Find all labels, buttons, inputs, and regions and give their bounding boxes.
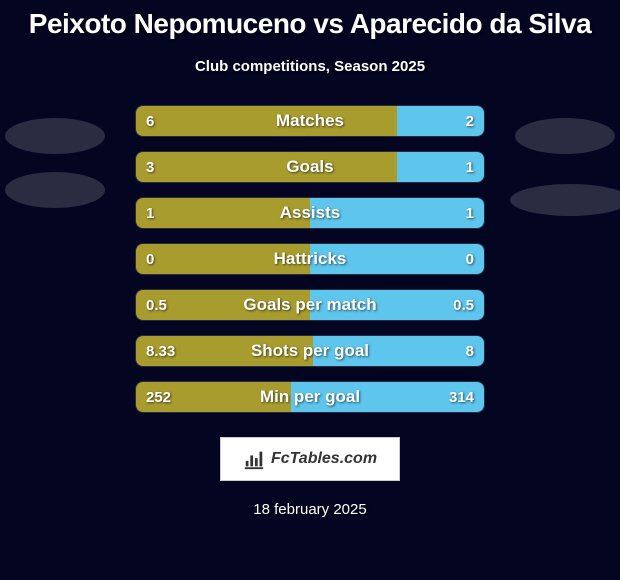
date-text: 18 february 2025 xyxy=(0,501,620,518)
bar-row: 00Hattricks xyxy=(135,243,485,275)
bar-row: 62Matches xyxy=(135,105,485,137)
decor-ellipse xyxy=(5,172,105,208)
left-player-decor xyxy=(0,118,110,226)
bar-label: Shots per goal xyxy=(136,336,484,366)
decor-ellipse xyxy=(510,184,620,216)
right-player-decor xyxy=(510,118,620,234)
page-subtitle: Club competitions, Season 2025 xyxy=(0,58,620,75)
bar-label: Hattricks xyxy=(136,244,484,274)
bar-label: Goals xyxy=(136,152,484,182)
bar-label: Min per goal xyxy=(136,382,484,412)
bar-row: 252314Min per goal xyxy=(135,381,485,413)
chart-icon xyxy=(243,448,265,470)
decor-ellipse xyxy=(515,118,615,154)
source-logo: FcTables.com xyxy=(220,437,400,481)
bar-label: Goals per match xyxy=(136,290,484,320)
decor-ellipse xyxy=(5,118,105,154)
page-title: Peixoto Nepomuceno vs Aparecido da Silva xyxy=(0,0,620,40)
bar-row: 11Assists xyxy=(135,197,485,229)
comparison-bars: 62Matches 31Goals 11Assists 00Hattricks 0.50… xyxy=(135,105,485,413)
logo-text: FcTables.com xyxy=(271,450,377,468)
bar-label: Assists xyxy=(136,198,484,228)
bar-label: Matches xyxy=(136,106,484,136)
bar-row: 8.338Shots per goal xyxy=(135,335,485,367)
bar-row: 0.50.5Goals per match xyxy=(135,289,485,321)
bar-row: 31Goals xyxy=(135,151,485,183)
